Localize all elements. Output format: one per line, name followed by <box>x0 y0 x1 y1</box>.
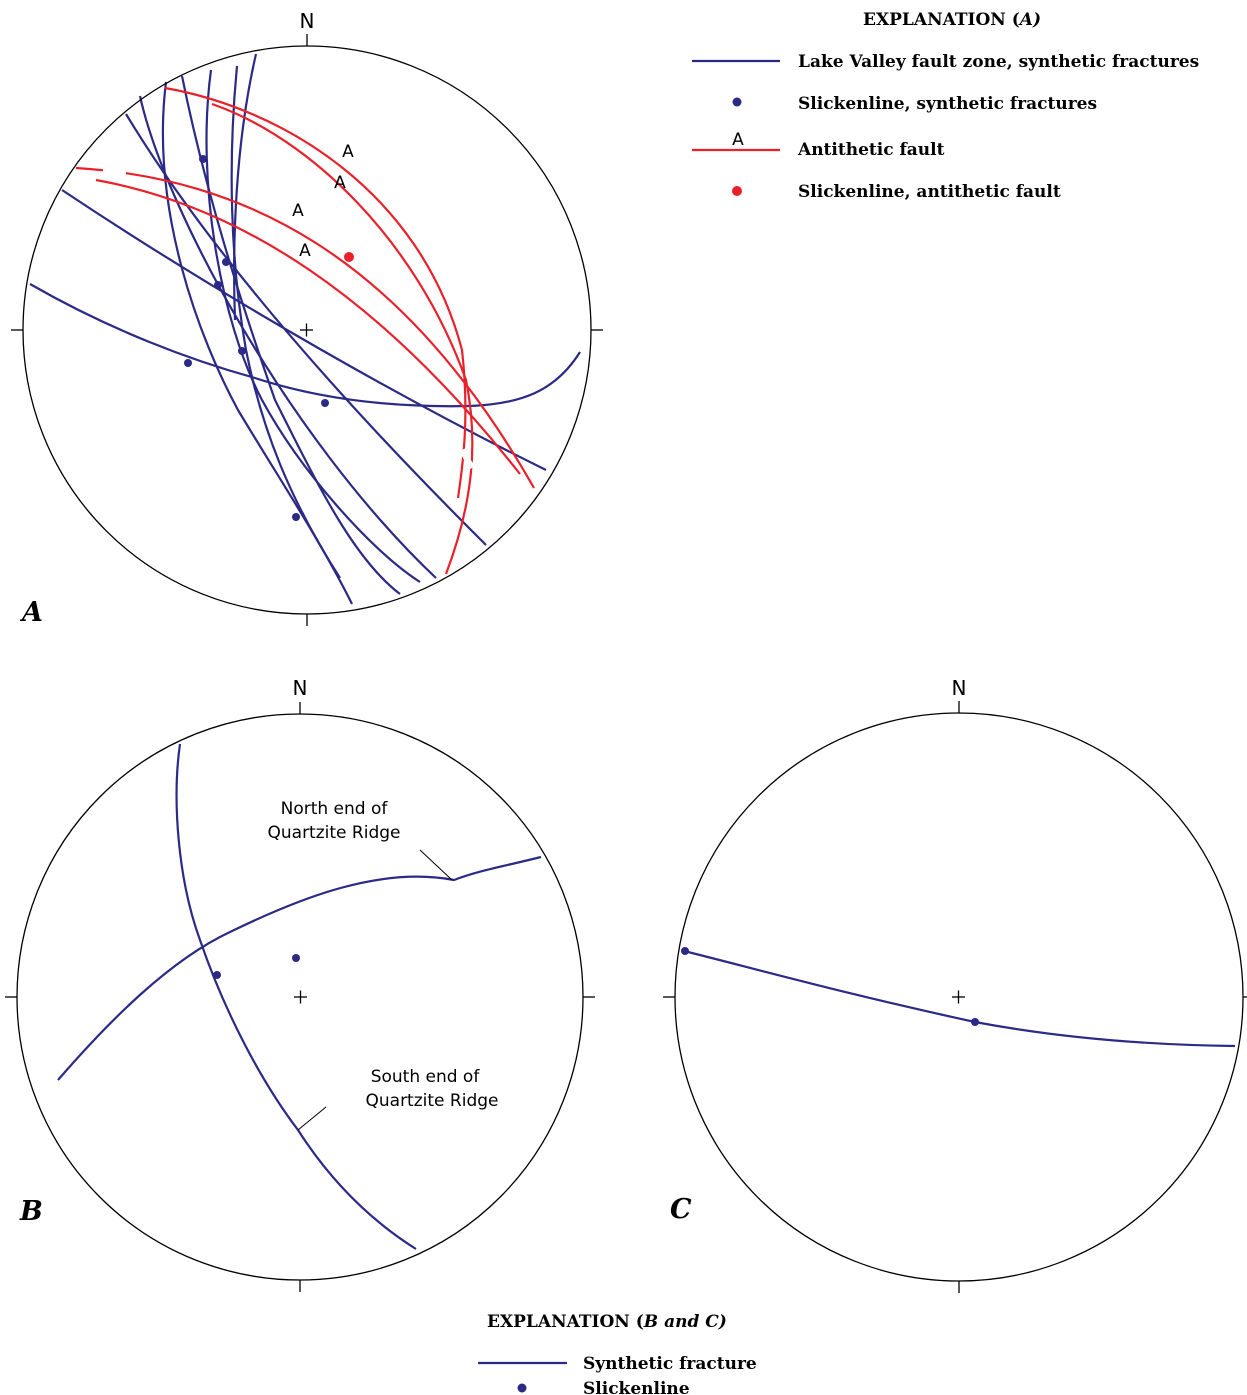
panel-letter-a: A <box>19 597 43 628</box>
legend-a: EXPLANATION (A) Lake Valley fault zone, … <box>692 10 1199 202</box>
legend-synthetic-line-label: Lake Valley fault zone, synthetic fractu… <box>798 52 1199 72</box>
panel-a: A A A A N A <box>11 9 603 628</box>
legend-fracture-label: Synthetic fracture <box>583 1354 757 1374</box>
slickenlines-a <box>184 155 329 521</box>
legend-antithetic-dot-swatch <box>732 186 742 196</box>
north-label-b: N <box>293 676 308 700</box>
legend-synthetic-dot-swatch <box>732 97 742 107</box>
legend-slickenline-swatch <box>517 1383 527 1393</box>
synthetic-fracture <box>683 949 1236 1048</box>
legend-a-title: EXPLANATION (A) <box>863 10 1041 30</box>
slickenline-dot <box>681 947 689 955</box>
antithetic-fault <box>164 86 467 499</box>
synthetic-fractures-b <box>57 743 542 1250</box>
legend-synthetic-dot-label: Slickenline, synthetic fractures <box>798 94 1097 114</box>
panel-c: N C <box>663 676 1247 1293</box>
north-label-a: N <box>300 9 315 33</box>
slickenline-dot <box>222 258 230 266</box>
antithetic-tag: A <box>292 201 304 221</box>
slickenlines-b <box>213 954 300 979</box>
panel-letter-b: B <box>19 1196 43 1227</box>
antithetic-slickenline-dot <box>344 252 354 262</box>
gap-cuts-a <box>102 167 475 470</box>
synthetic-fracture <box>205 69 421 583</box>
slickenline-dot <box>199 155 207 163</box>
synthetic-fracture <box>61 189 547 471</box>
synthetic-fracture <box>138 95 437 579</box>
north-end-label-line2: Quartzite Ridge <box>268 823 401 843</box>
synthetic-fracture <box>175 743 417 1250</box>
synthetic-fracture <box>125 113 487 546</box>
slickenline-dot <box>292 954 300 962</box>
south-end-label-line1: South end of <box>371 1067 481 1087</box>
synthetic-fracture <box>180 75 401 595</box>
legend-bc: EXPLANATION (B and C) Synthetic fracture… <box>478 1312 757 1395</box>
antithetic-tag: A <box>342 142 354 162</box>
synthetic-fracture <box>233 53 258 321</box>
antithetic-tag: A <box>334 173 346 193</box>
synthetic-fracture <box>57 855 542 1081</box>
slickenline-dot <box>238 347 246 355</box>
legend-bc-title: EXPLANATION (B and C) <box>487 1312 727 1332</box>
tick-marks-b <box>5 702 595 1292</box>
antithetic-fault <box>95 178 521 475</box>
slickenline-dot <box>321 399 329 407</box>
antithetic-fault <box>211 102 474 575</box>
legend-antithetic-line-label: Antithetic fault <box>797 140 945 160</box>
legend-antithetic-tag: A <box>732 130 744 150</box>
north-end-label-line1: North end of <box>281 799 389 819</box>
slickenline-dot <box>971 1018 979 1026</box>
panel-b: North end of Quartzite Ridge South end o… <box>5 676 595 1292</box>
north-label-c: N <box>952 676 967 700</box>
synthetic-fractures-a <box>29 53 581 605</box>
slickenline-dot <box>292 513 300 521</box>
slickenline-dot <box>214 281 222 289</box>
south-end-label-line2: Quartzite Ridge <box>366 1091 499 1111</box>
leader-lines-b <box>297 849 453 1131</box>
tick-marks-c <box>663 701 1247 1293</box>
antithetic-faults-a <box>75 86 535 575</box>
slickenline-dot <box>184 359 192 367</box>
antithetic-fault <box>75 166 535 489</box>
synthetic-fracture <box>230 65 341 579</box>
synthetic-fracture <box>161 81 353 605</box>
synthetic-fracture <box>29 283 581 408</box>
tick-marks-a <box>11 34 603 626</box>
antithetic-tag: A <box>299 241 311 261</box>
legend-antithetic-dot-label: Slickenline, antithetic fault <box>798 182 1061 202</box>
panel-letter-c: C <box>670 1194 692 1225</box>
legend-slickenline-label: Slickenline <box>583 1379 690 1395</box>
slickenline-dot <box>213 971 221 979</box>
